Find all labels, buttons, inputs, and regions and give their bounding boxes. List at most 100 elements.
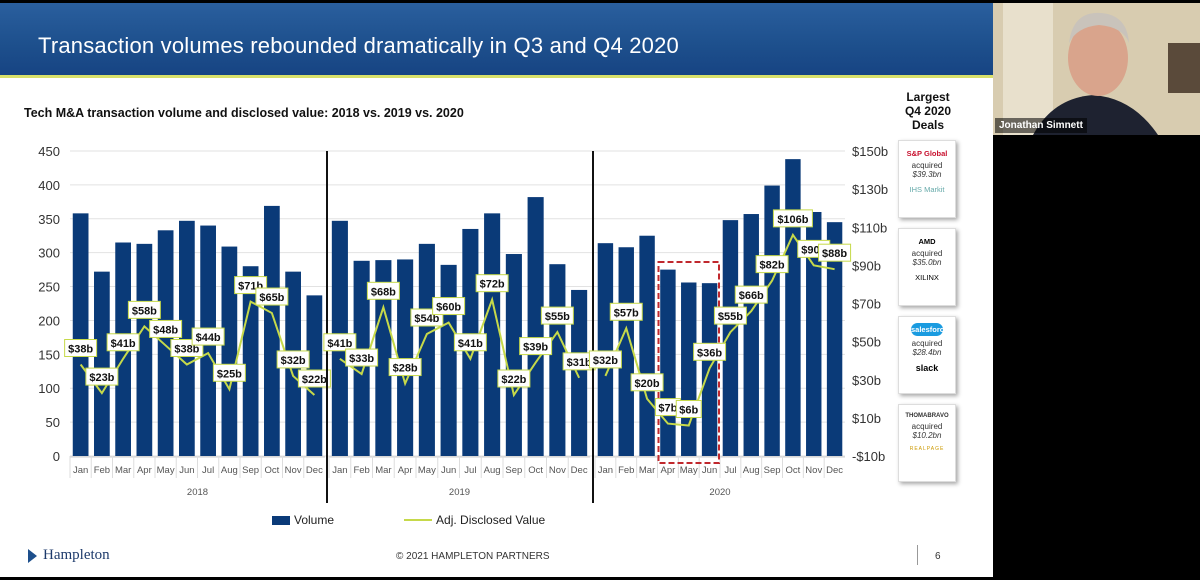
- deal-verb: acquired: [911, 339, 943, 348]
- month-tick: Nov: [285, 465, 302, 476]
- month-tick: Jan: [73, 465, 88, 476]
- value-label: $36b: [697, 347, 722, 359]
- month-tick: Sep: [505, 465, 522, 476]
- value-label-box: [85, 367, 119, 386]
- chart-legend: Volume Adj. Disclosed Value: [272, 513, 545, 527]
- month-tick: Apr: [661, 465, 676, 476]
- right-axis-tick: $90b: [852, 258, 881, 273]
- volume-bar: [221, 246, 238, 456]
- value-label-box: [734, 285, 768, 304]
- target-logo: slack: [915, 363, 939, 373]
- year-label: 2018: [187, 487, 208, 498]
- month-tick: Aug: [221, 465, 238, 476]
- value-label-box: [497, 369, 531, 388]
- month-tick: Aug: [743, 465, 760, 476]
- value-label: $65b: [259, 292, 284, 304]
- value-label: $7b: [658, 403, 677, 415]
- participant-video-icon: [993, 3, 1200, 135]
- value-label: $48b: [153, 324, 178, 336]
- right-axis-tick: $150b: [852, 144, 888, 159]
- value-label-box: [297, 369, 331, 388]
- value-label: $23b: [89, 372, 114, 384]
- value-label-box: [276, 350, 310, 369]
- value-label-box: [191, 327, 225, 346]
- value-label-box: [64, 339, 98, 357]
- value-label-box: [818, 243, 852, 262]
- volume-bar: [94, 271, 110, 456]
- value-label-box: [475, 274, 509, 293]
- volume-bar: [418, 243, 435, 456]
- volume-bar: [743, 214, 759, 456]
- buyer-logo: S&P Global: [906, 149, 948, 158]
- value-label: $22b: [501, 374, 526, 386]
- value-label: $66b: [739, 290, 764, 302]
- month-tick: Jul: [464, 465, 476, 476]
- legend-value-label: Adj. Disclosed Value: [436, 513, 546, 527]
- deals-heading: Largest Q4 2020 Deals: [896, 90, 960, 132]
- deal-amount: $10.2bn: [912, 431, 942, 440]
- volume-bar: [571, 289, 588, 456]
- value-label: $44b: [196, 332, 221, 344]
- month-tick: Jan: [332, 465, 347, 476]
- volume-bar: [375, 260, 392, 456]
- combo-chart: 0 50 100 150 200 250 300 350 400 450 -$10b $10b $30b…: [38, 144, 888, 503]
- month-tick: Feb: [618, 465, 634, 476]
- month-tick: Aug: [484, 465, 501, 476]
- right-axis-tick: $130b: [852, 182, 888, 197]
- deal-amount: $28.4bn: [912, 348, 942, 357]
- value-label: $41b: [111, 338, 136, 350]
- value-label-box: [588, 350, 622, 369]
- volume-bar: [806, 212, 822, 456]
- value-label-box: [345, 348, 379, 367]
- target-logo: REALPAGE: [909, 446, 945, 452]
- month-tick: Oct: [528, 465, 543, 476]
- value-label: $38b: [68, 344, 93, 356]
- value-label-box: [212, 363, 246, 382]
- buyer-logo: THOMABRAVO: [905, 413, 949, 419]
- value-label-box: [772, 209, 813, 228]
- value-label-box: [388, 358, 422, 377]
- volume-bar: [597, 243, 614, 456]
- value-label: $32b: [281, 355, 306, 367]
- value-label: $106b: [777, 214, 808, 226]
- right-axis-tick: $30b: [852, 373, 881, 388]
- value-label: $41b: [458, 338, 483, 350]
- volume-bar: [826, 222, 843, 456]
- title-banner: [0, 3, 993, 75]
- value-label-box: [366, 281, 400, 300]
- deal-card: THOMABRAVO acquired $10.2bn REALPAGE: [898, 404, 956, 482]
- value-label: $55b: [718, 311, 743, 323]
- left-axis-tick: 250: [38, 280, 60, 295]
- deal-card: AMD acquired $35.0bn XILINX: [898, 228, 956, 306]
- value-label: $25b: [217, 368, 242, 380]
- month-tick: Dec: [826, 465, 843, 476]
- value-label-box: [432, 297, 466, 316]
- volume-bar: [397, 259, 414, 456]
- volume-bar: [527, 197, 544, 457]
- value-label: $68b: [371, 286, 396, 298]
- year-label: 2019: [449, 487, 470, 498]
- month-tick: Oct: [264, 465, 279, 476]
- month-tick: Mar: [115, 465, 131, 476]
- logo-mark-icon: [28, 548, 37, 563]
- value-label: $58b: [132, 305, 157, 317]
- month-tick: Jun: [179, 465, 194, 476]
- value-label-box: [453, 333, 487, 352]
- value-label: $6b: [679, 405, 698, 417]
- volume-bar: [764, 185, 780, 457]
- value-label: $72b: [480, 279, 505, 291]
- value-line: [79, 300, 316, 396]
- right-axis-tick: $10b: [852, 411, 881, 426]
- left-axis-tick: 400: [38, 178, 60, 193]
- month-tick: Jul: [724, 465, 736, 476]
- volume-bar: [639, 235, 655, 456]
- right-axis-tick: $110b: [852, 220, 887, 235]
- buyer-logo: AMD: [918, 237, 936, 246]
- deal-amount: $35.0bn: [912, 258, 942, 267]
- participant-name: Jonathan Simnett: [995, 118, 1087, 133]
- value-label: $28b: [393, 363, 418, 375]
- month-tick: Nov: [549, 465, 566, 476]
- slide-title: Transaction volumes rebounded dramatical…: [38, 33, 679, 58]
- webcam-video[interactable]: Jonathan Simnett: [993, 3, 1200, 135]
- chart-title: Tech M&A transaction volume and disclose…: [24, 106, 464, 120]
